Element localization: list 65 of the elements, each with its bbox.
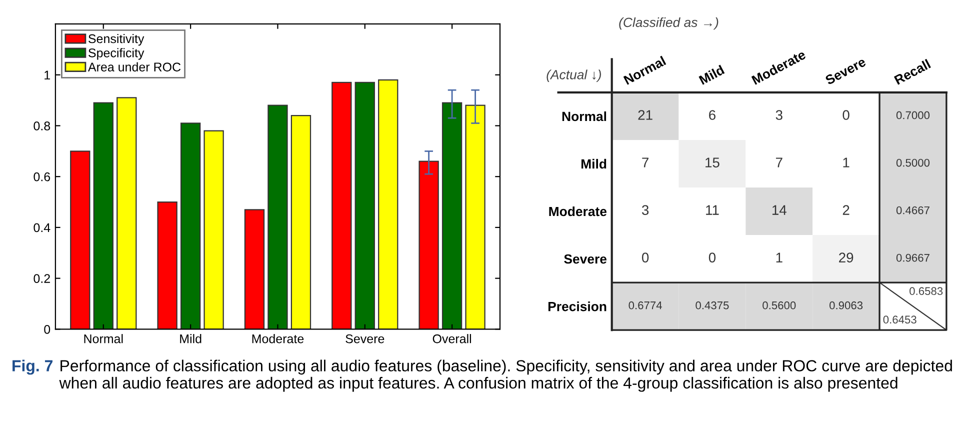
bar bbox=[70, 150, 90, 330]
y-tick-label: Normal bbox=[562, 111, 606, 122]
y-tick-label: Moderate bbox=[549, 206, 607, 216]
bar bbox=[332, 82, 352, 330]
data-label: 0.7000 bbox=[896, 111, 930, 120]
bar bbox=[378, 79, 398, 330]
x-tick-label: Normal bbox=[84, 334, 123, 344]
data-label: 0.5000 bbox=[896, 158, 930, 167]
data-label: 0.9063 bbox=[830, 301, 863, 310]
data-label: 11 bbox=[706, 205, 719, 215]
data-label: 29 bbox=[839, 252, 854, 262]
x-tick-label: Moderate bbox=[252, 334, 304, 344]
data-label: 0 bbox=[842, 110, 850, 120]
data-label: 0.6774 bbox=[628, 301, 662, 310]
bar bbox=[204, 130, 224, 330]
x-tick-label: Severe bbox=[346, 334, 384, 344]
data-label: 2 bbox=[842, 205, 850, 215]
y-tick-label: Severe bbox=[564, 254, 607, 264]
data-label: 3 bbox=[642, 205, 649, 215]
legend-label: Sensitivity bbox=[88, 34, 144, 46]
bar bbox=[442, 102, 462, 330]
data-label: 0.4667 bbox=[896, 206, 930, 214]
text: Performance of classification using all audio features (baseline). Specificity, sensitivity and area under ROC curve are depicted when all audio features are adopted as input features. A confusion matrix of the 4-group classification is also presented bbox=[59, 360, 952, 392]
annotation: 0.6583 bbox=[910, 287, 943, 296]
data-label: 3 bbox=[776, 110, 782, 120]
legend-label: Specificity bbox=[88, 48, 144, 60]
data-label: 7 bbox=[642, 158, 648, 168]
legend-label: Area under ROC bbox=[88, 62, 181, 72]
data-label: 0.5600 bbox=[762, 301, 796, 310]
x-tick-label: Overall bbox=[432, 334, 472, 344]
y-tick-label: 0 bbox=[44, 324, 50, 334]
bar bbox=[244, 209, 265, 330]
data-label: 7 bbox=[776, 158, 782, 168]
y-tick-label: 1 bbox=[44, 70, 50, 80]
y-tick-label: 0.4 bbox=[34, 223, 50, 232]
bar bbox=[116, 97, 137, 330]
data-label: 14 bbox=[772, 205, 786, 215]
y-tick-label: 0.6 bbox=[34, 172, 50, 182]
y-tick-label: Mild bbox=[581, 158, 606, 169]
annotation: 0.6453 bbox=[883, 316, 916, 324]
x-axis-title: (Classified as →) bbox=[619, 17, 718, 30]
bar bbox=[157, 201, 178, 330]
data-label: 0.9667 bbox=[896, 254, 930, 262]
bar bbox=[93, 102, 114, 330]
bar bbox=[290, 114, 312, 330]
x-tick-label: Mild bbox=[698, 64, 725, 85]
data-label: 15 bbox=[706, 158, 720, 168]
y-tick-label: 0.2 bbox=[34, 274, 50, 283]
y-tick-label: Precision bbox=[548, 302, 606, 312]
data-label: 0 bbox=[708, 252, 716, 262]
data-label: 21 bbox=[638, 110, 652, 120]
y-tick-label: 0.8 bbox=[34, 122, 50, 130]
x-tick-label: Mild bbox=[180, 334, 202, 344]
bar bbox=[268, 104, 288, 330]
data-label: 0.4375 bbox=[696, 301, 729, 310]
bar bbox=[465, 104, 486, 330]
bar bbox=[354, 82, 375, 330]
bar bbox=[180, 122, 201, 330]
data-label: 1 bbox=[843, 158, 850, 168]
caption: Fig. 7 bbox=[12, 360, 52, 375]
bar bbox=[418, 160, 439, 330]
data-label: 0 bbox=[642, 252, 649, 262]
data-label: 1 bbox=[776, 252, 782, 262]
data-label: 6 bbox=[709, 110, 716, 120]
y-axis-title: (Actual ↓) bbox=[546, 70, 602, 82]
